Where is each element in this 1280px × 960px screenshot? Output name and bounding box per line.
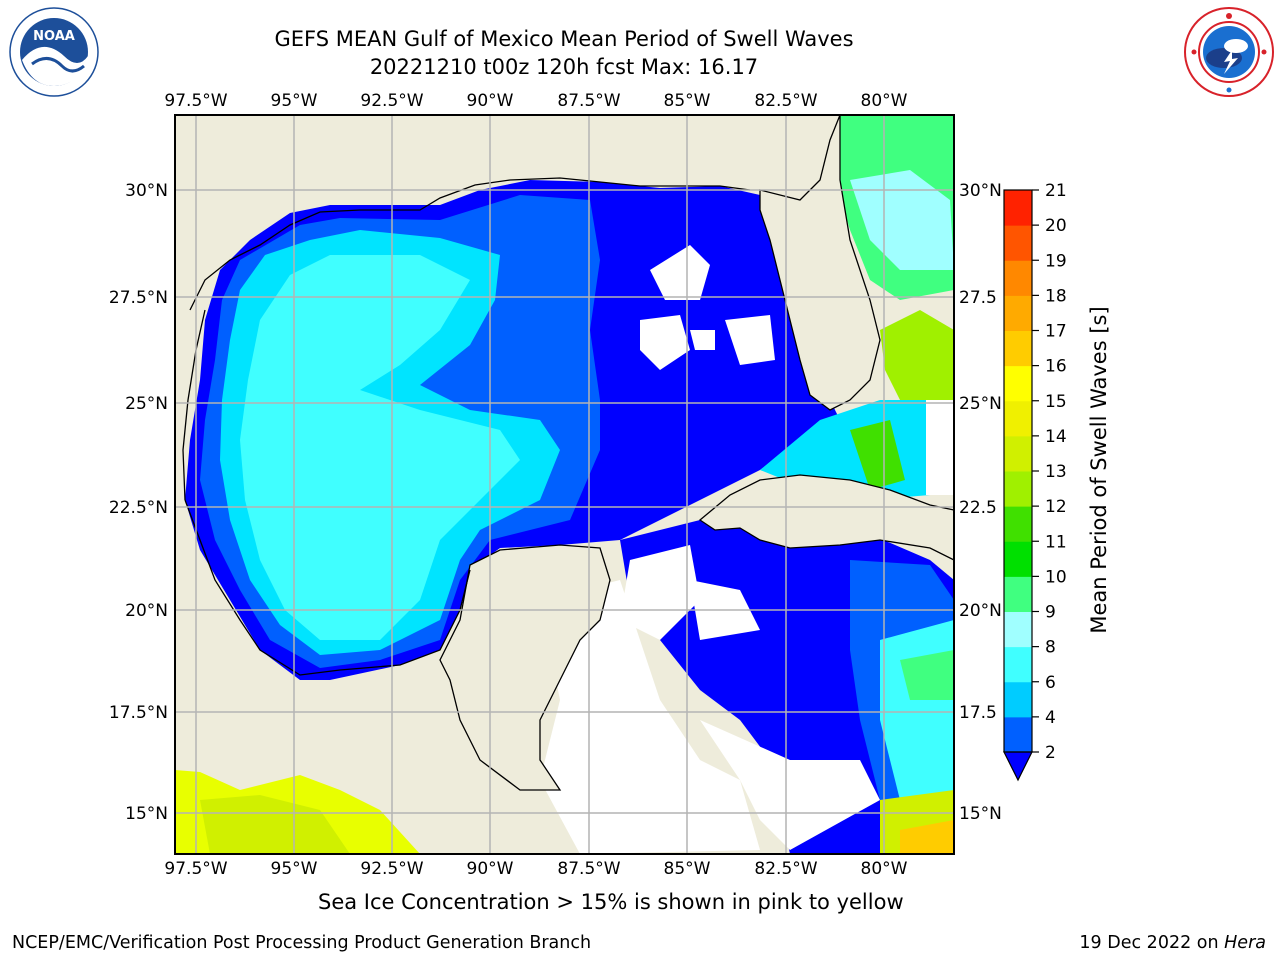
lat-label-left: 20°N [125, 601, 168, 621]
colorbar-tick-label: 15 [1045, 392, 1067, 412]
colorbar-tick-label: 19 [1045, 251, 1067, 271]
noaa-logo: NOAA [9, 7, 99, 97]
colorbar-segment [1004, 365, 1032, 402]
colorbar-segment [1004, 330, 1032, 367]
lon-label-top: 97.5°W [164, 91, 227, 111]
lon-label-bottom: 92.5°W [360, 859, 423, 879]
pacific-lime [200, 795, 350, 854]
no-data-patch [690, 330, 715, 350]
colorbar-tick-label: 9 [1045, 603, 1056, 623]
gulf-light-core [240, 255, 520, 640]
sea-ice-note: Sea Ice Concentration > 15% is shown in … [318, 890, 904, 914]
atlantic-lime-patch [880, 310, 954, 400]
lat-label-left: 25°N [125, 394, 168, 414]
footer-host: Hera [1224, 933, 1266, 953]
map-frame [174, 114, 955, 855]
colorbar-segment [1004, 541, 1032, 577]
colorbar-tick-label: 4 [1045, 708, 1056, 728]
lon-label-top: 87.5°W [557, 91, 620, 111]
colorbar-tick-label: 14 [1045, 427, 1067, 447]
footer-date: 19 Dec 2022 on Hera [1079, 933, 1266, 953]
lat-label-right: 20°N [959, 601, 1002, 621]
lat-label-left: 22.5°N [109, 498, 168, 518]
nws-logo [1184, 7, 1274, 97]
lon-label-bottom: 87.5°W [557, 859, 620, 879]
colorbar-tick-label: 10 [1045, 567, 1067, 587]
colorbar-segment [1004, 716, 1032, 753]
lon-label-top: 80°W [861, 91, 908, 111]
colorbar-tick-label: 21 [1045, 181, 1067, 201]
lon-label-bottom: 82.5°W [754, 859, 817, 879]
bahamas-nodata [926, 400, 954, 495]
caribbean-nodata [620, 545, 700, 640]
lat-label-left: 30°N [125, 181, 168, 201]
colorbar-label: Mean Period of Swell Waves [s] [1087, 306, 1111, 633]
colorbar-tick-label: 20 [1045, 216, 1067, 236]
lon-label-top: 95°W [271, 91, 318, 111]
colorbar-tick-label: 2 [1045, 743, 1056, 763]
caribbean-orange [900, 820, 954, 854]
straits-lime [850, 420, 905, 490]
colorbar-segment [1004, 225, 1032, 261]
lat-label-right: 17.5 [959, 703, 997, 723]
atlantic-light-cyan [850, 170, 954, 270]
lat-label-right: 22.5 [959, 498, 997, 518]
chart-title: GEFS MEAN Gulf of Mexico Mean Period of … [274, 27, 854, 51]
lon-label-bottom: 80°W [861, 859, 908, 879]
lon-label-bottom: 85°W [664, 859, 711, 879]
colorbar-segment [1004, 435, 1032, 472]
colorbar-tick-label: 16 [1045, 357, 1067, 377]
caribbean-green [900, 650, 954, 700]
caribbean-nodata [700, 720, 880, 850]
lon-label-bottom: 90°W [467, 859, 514, 879]
colorbar-segment [1004, 295, 1032, 331]
colorbar-segment [1004, 611, 1032, 648]
colorbar-segment [1004, 646, 1032, 683]
lon-label-top: 92.5°W [360, 91, 423, 111]
no-data-patch [640, 315, 690, 370]
colorbar-tick-label: 8 [1045, 638, 1056, 658]
colorbar: 2 4 6 8 9 10 11 12 13 14 15 16 17 18 19 20 21 [1003, 181, 1067, 782]
colorbar-extend-arrow [1003, 751, 1033, 782]
lat-label-left: 17.5°N [109, 703, 168, 723]
colorbar-segment [1004, 576, 1032, 612]
lat-label-right: 30°N [959, 181, 1002, 201]
chart-subtitle: 20221210 t00z 120h fcst Max: 16.17 [369, 55, 759, 79]
lat-label-left: 27.5°N [109, 288, 168, 308]
colorbar-segment [1004, 506, 1032, 542]
colorbar-tick-label: 18 [1045, 286, 1067, 306]
yucatan-land [439, 544, 611, 791]
no-data-patch [650, 245, 710, 300]
graticule [175, 115, 954, 854]
lat-label-right: 27.5 [959, 288, 997, 308]
lon-label-top: 82.5°W [754, 91, 817, 111]
footer-date-text: 19 Dec 2022 on [1079, 933, 1225, 953]
gulf-coastline [182, 177, 751, 676]
lon-label-bottom: 95°W [271, 859, 318, 879]
lon-label-bottom: 97.5°W [164, 859, 227, 879]
lat-label-right: 15°N [959, 804, 1002, 824]
florida-land [759, 115, 881, 411]
lat-label-left: 15°N [125, 804, 168, 824]
lon-label-top: 90°W [467, 91, 514, 111]
colorbar-segment [1004, 260, 1032, 296]
colorbar-segment [1004, 190, 1032, 226]
colorbar-tick-label: 13 [1045, 462, 1067, 482]
colorbar-tick-label: 17 [1045, 322, 1067, 342]
yucatan-nodata [540, 580, 760, 854]
footer-credit: NCEP/EMC/Verification Post Processing Pr… [12, 933, 592, 953]
no-data-patch [725, 315, 775, 365]
lon-label-top: 85°W [664, 91, 711, 111]
colorbar-segment [1004, 471, 1032, 507]
colorbar-segment [1004, 400, 1032, 437]
colorbar-tick-label: 12 [1045, 497, 1067, 517]
colorbar-segment [1004, 681, 1032, 718]
lat-label-right: 25°N [959, 394, 1002, 414]
colorbar-tick-label: 6 [1045, 673, 1056, 693]
colorbar-tick-label: 11 [1045, 532, 1067, 552]
svg-text:NOAA: NOAA [33, 29, 75, 44]
